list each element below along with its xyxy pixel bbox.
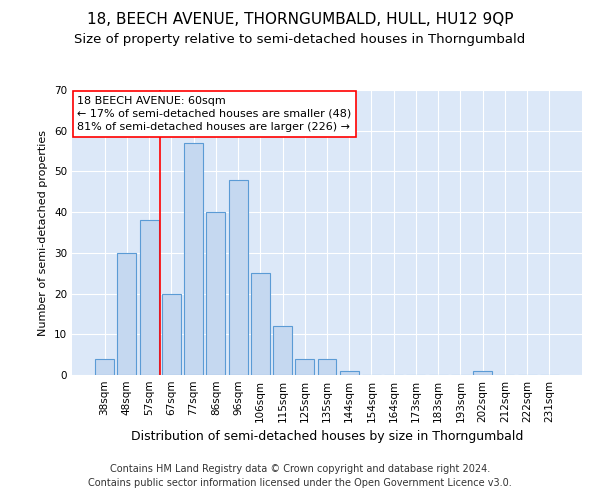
Text: 18, BEECH AVENUE, THORNGUMBALD, HULL, HU12 9QP: 18, BEECH AVENUE, THORNGUMBALD, HULL, HU… [87, 12, 513, 28]
Y-axis label: Number of semi-detached properties: Number of semi-detached properties [38, 130, 49, 336]
Bar [118, 253, 136, 375]
Bar [273, 326, 292, 375]
Bar [340, 371, 359, 375]
Bar [473, 371, 492, 375]
Bar [184, 143, 203, 375]
X-axis label: Distribution of semi-detached houses by size in Thorngumbald: Distribution of semi-detached houses by … [131, 430, 523, 444]
Bar [95, 358, 114, 375]
Text: Size of property relative to semi-detached houses in Thorngumbald: Size of property relative to semi-detach… [74, 32, 526, 46]
Bar [206, 212, 225, 375]
Bar [162, 294, 181, 375]
Bar [140, 220, 158, 375]
Bar [251, 273, 270, 375]
Bar [317, 358, 337, 375]
Text: 18 BEECH AVENUE: 60sqm
← 17% of semi-detached houses are smaller (48)
81% of sem: 18 BEECH AVENUE: 60sqm ← 17% of semi-det… [77, 96, 352, 132]
Bar [229, 180, 248, 375]
Bar [295, 358, 314, 375]
Text: Contains HM Land Registry data © Crown copyright and database right 2024.
Contai: Contains HM Land Registry data © Crown c… [88, 464, 512, 487]
